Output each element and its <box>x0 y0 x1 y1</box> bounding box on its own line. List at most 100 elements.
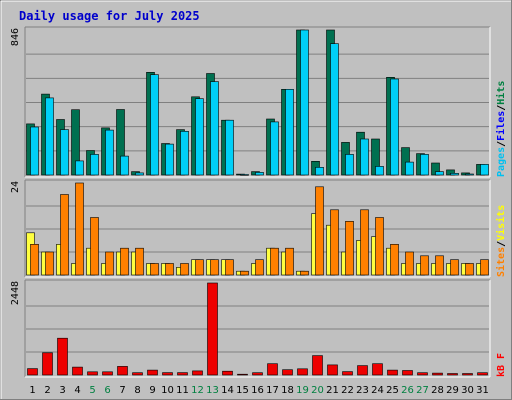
x-tick-day-31: 31 <box>476 385 489 396</box>
bar-kb-f-day-29 <box>447 373 458 376</box>
x-tick-day-7: 7 <box>119 385 125 396</box>
x-tick-day-28: 28 <box>431 385 444 396</box>
x-tick-day-23: 23 <box>356 385 369 396</box>
bar-kb-f-day-6 <box>102 371 113 376</box>
x-tick-day-4: 4 <box>74 385 80 396</box>
bar-kb-f-day-1 <box>27 368 38 376</box>
bar-sites-day-21 <box>330 209 339 276</box>
bar-files-day-2 <box>45 97 54 176</box>
bar-files-day-22 <box>345 154 354 176</box>
bar-files-day-26 <box>405 161 414 176</box>
bar-kb-f-day-13 <box>207 282 218 376</box>
bar-sites-day-31 <box>480 259 489 276</box>
bar-sites-day-16 <box>255 259 264 276</box>
bar-kb-f-day-25 <box>387 369 398 376</box>
bar-sites-day-13 <box>210 259 219 276</box>
panel-visits-sites: 24 Sites/Visits <box>10 179 507 278</box>
x-tick-day-8: 8 <box>134 385 140 396</box>
bar-sites-day-19 <box>300 270 309 276</box>
x-tick-day-25: 25 <box>386 385 399 396</box>
x-tick-day-20: 20 <box>311 385 324 396</box>
bar-sites-day-14 <box>225 259 234 276</box>
bar-files-day-18 <box>285 89 294 176</box>
x-tick-day-2: 2 <box>44 385 50 396</box>
bar-files-day-23 <box>360 138 369 176</box>
bar-files-day-8 <box>135 172 144 176</box>
x-tick-day-9: 9 <box>149 385 155 396</box>
bar-files-day-17 <box>270 121 279 176</box>
legend-label: kB F <box>496 353 507 377</box>
bar-files-day-21 <box>330 43 339 176</box>
x-tick-day-26: 26 <box>401 385 414 396</box>
ymax-label: 846 <box>10 28 21 46</box>
x-tick-day-13: 13 <box>206 385 219 396</box>
bar-kb-f-day-22 <box>342 371 353 376</box>
bar-files-day-30 <box>465 173 474 176</box>
bar-sites-day-6 <box>105 251 114 276</box>
x-tick-day-24: 24 <box>371 385 384 396</box>
bar-kb-f-day-16 <box>252 372 263 376</box>
bar-files-day-13 <box>210 81 219 176</box>
x-tick-day-18: 18 <box>281 385 294 396</box>
bar-sites-day-28 <box>435 255 444 276</box>
bar-kb-f-day-3 <box>57 337 68 376</box>
bar-sites-day-15 <box>240 270 249 276</box>
bar-sites-day-12 <box>195 259 204 276</box>
legend-entry: / <box>496 241 507 247</box>
bar-sites-day-25 <box>390 244 399 276</box>
x-tick-day-21: 21 <box>326 385 339 396</box>
legend-label: Sites/Visits <box>495 205 507 277</box>
bar-sites-day-26 <box>405 251 414 276</box>
bar-sites-day-17 <box>270 247 279 276</box>
x-tick-day-19: 19 <box>296 385 309 396</box>
bar-sites-day-8 <box>135 247 144 276</box>
bar-sites-day-30 <box>465 263 474 276</box>
bar-files-day-28 <box>435 171 444 176</box>
bar-kb-f-day-4 <box>72 366 83 376</box>
bar-kb-f-day-8 <box>132 372 143 376</box>
legend-entry: / <box>496 141 507 147</box>
bar-sites-day-18 <box>285 247 294 276</box>
bar-sites-day-24 <box>375 217 384 276</box>
bar-kb-f-day-2 <box>42 352 53 376</box>
bar-files-day-19 <box>300 29 309 176</box>
bar-files-day-24 <box>375 166 384 176</box>
bar-sites-day-20 <box>315 186 324 276</box>
bar-sites-day-22 <box>345 221 354 276</box>
panels-group: 846Pages/Files/Hits24Sites/Visits2448kB … <box>10 26 507 378</box>
legend-entry: Visits <box>495 205 507 241</box>
bar-kb-f-day-30 <box>462 373 473 376</box>
x-tick-day-15: 15 <box>236 385 249 396</box>
bar-files-day-11 <box>180 131 189 176</box>
bar-kb-f-day-28 <box>432 372 443 376</box>
bar-kb-f-day-26 <box>402 370 413 376</box>
bar-sites-day-10 <box>165 263 174 276</box>
bar-sites-day-11 <box>180 263 189 276</box>
legend-entry: Files <box>495 111 507 141</box>
bar-sites-day-27 <box>420 255 429 276</box>
bar-sites-day-4 <box>75 182 84 276</box>
bar-files-day-20 <box>315 167 324 176</box>
bar-files-day-5 <box>90 154 99 176</box>
bar-files-day-7 <box>120 155 129 176</box>
bar-files-day-25 <box>390 78 399 176</box>
bar-files-day-4 <box>75 160 84 176</box>
x-axis: 1 2 3 4 5 6 7 8 9 10 11 12 13 14 15 16 17 18 19 20 21 22 23 24 2… <box>29 385 489 396</box>
bar-kb-f-day-19 <box>297 368 308 376</box>
x-tick-day-5: 5 <box>89 385 95 396</box>
bar-files-day-6 <box>105 129 114 176</box>
bar-sites-day-23 <box>360 209 369 276</box>
ymax-label: 2448 <box>10 281 21 305</box>
bar-kb-f-day-10 <box>162 372 173 376</box>
x-tick-day-14: 14 <box>221 385 234 396</box>
bar-files-day-29 <box>450 173 459 176</box>
bar-sites-day-2 <box>45 251 54 276</box>
panel-kbytes: 2448 kB F <box>10 279 507 378</box>
legend-entry: Sites <box>495 247 507 277</box>
bar-kb-f-day-11 <box>177 372 188 376</box>
bar-files-day-10 <box>165 143 174 176</box>
bar-kb-f-day-23 <box>357 365 368 376</box>
x-tick-day-22: 22 <box>341 385 354 396</box>
bar-kb-f-day-9 <box>147 369 158 376</box>
